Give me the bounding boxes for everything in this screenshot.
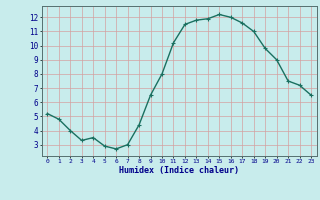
X-axis label: Humidex (Indice chaleur): Humidex (Indice chaleur) [119, 166, 239, 175]
